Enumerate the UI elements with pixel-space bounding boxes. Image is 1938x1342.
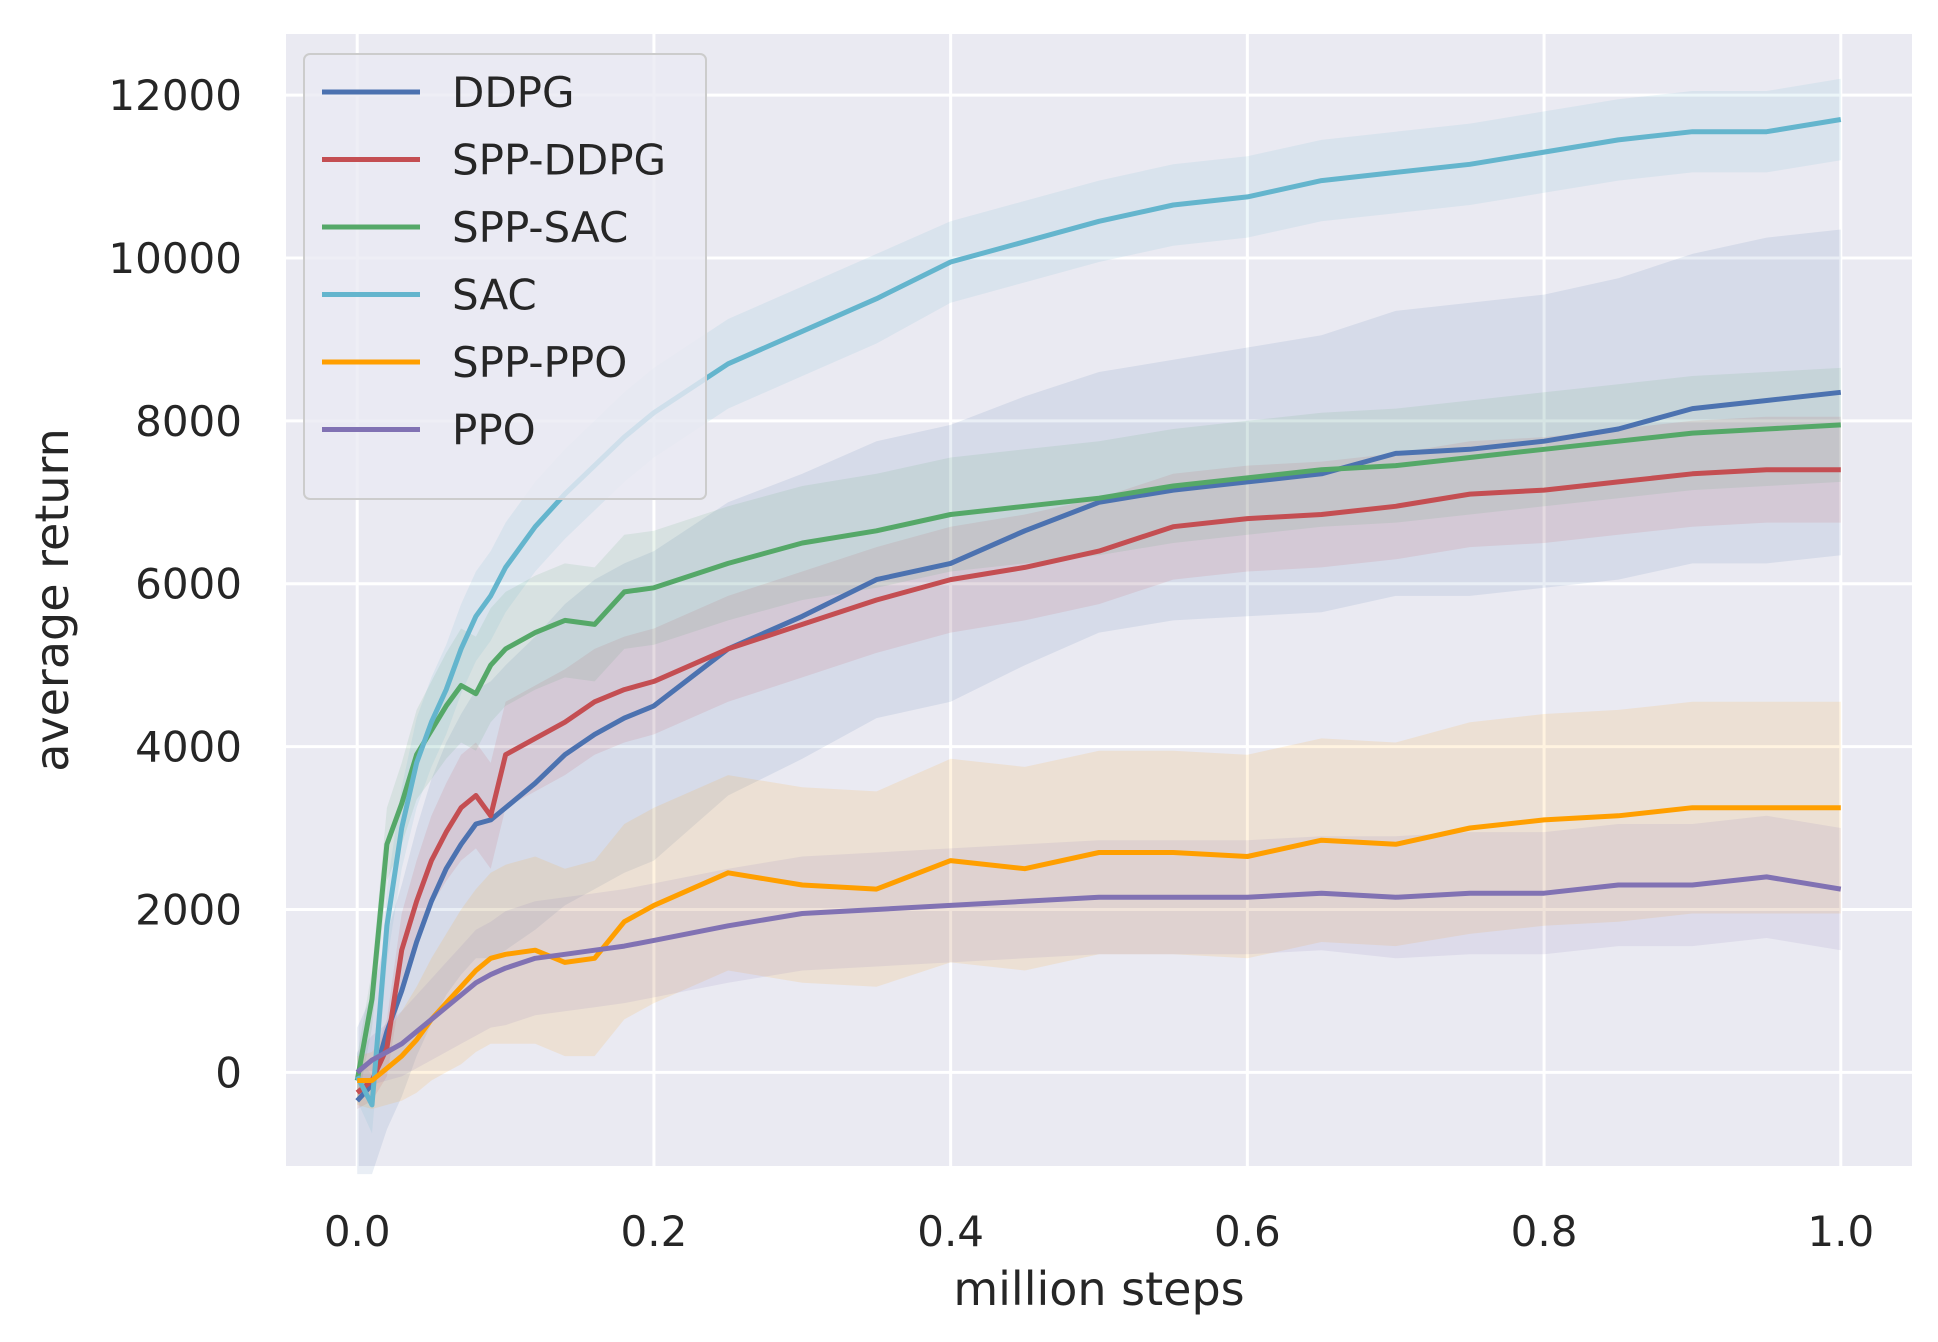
x-tick-label: 0.6: [1214, 1207, 1281, 1256]
x-tick-label: 0.4: [917, 1207, 984, 1256]
legend-box: [303, 53, 707, 500]
y-tick-label: 4000: [135, 723, 242, 772]
legend: DDPG SPP-DDPG SPP-SAC SAC SPP-PPO PPO: [303, 53, 707, 500]
x-tick-label: 0.2: [621, 1207, 688, 1256]
x-tick-label: 0.0: [324, 1207, 391, 1256]
y-tick-label: 0: [215, 1048, 242, 1097]
legend-label: SAC: [452, 271, 537, 320]
x-tick-label: 1.0: [1807, 1207, 1874, 1256]
legend-label: DDPG: [452, 68, 575, 117]
band-spp-ddpg: [357, 416, 1841, 1109]
line-spp-sac: [354, 422, 1841, 1081]
y-axis-label: average return: [25, 428, 79, 772]
band-ppo: [357, 815, 1841, 1093]
y-tick-label: 2000: [135, 885, 242, 934]
y-tick-label: 12000: [108, 71, 242, 120]
legend-label: PPO: [452, 406, 536, 455]
line-spp-ddpg: [355, 467, 1841, 1095]
band-spp-sac: [357, 367, 1841, 1105]
y-tick-label: 6000: [135, 560, 242, 609]
confidence-bands: [357, 78, 1841, 1175]
band-sac: [357, 78, 1841, 1134]
legend-label: SPP-DDPG: [452, 136, 666, 185]
legend-label: SPP-SAC: [452, 203, 628, 252]
tick-labels: 0.0 0.2 0.4 0.6 0.8 1.0 0 2000 4000 6000 8000 10000…: [108, 71, 1874, 1256]
line-ppo: [355, 874, 1842, 1075]
band-ddpg: [357, 229, 1841, 1175]
x-tick-label: 0.8: [1511, 1207, 1578, 1256]
y-tick-label: 10000: [108, 234, 242, 283]
legend-label: SPP-PPO: [452, 338, 627, 387]
band-spp-ppo: [357, 701, 1841, 1109]
line-ddpg: [355, 389, 1842, 1103]
x-axis-label: million steps: [953, 1262, 1244, 1316]
y-tick-label: 8000: [135, 397, 242, 446]
